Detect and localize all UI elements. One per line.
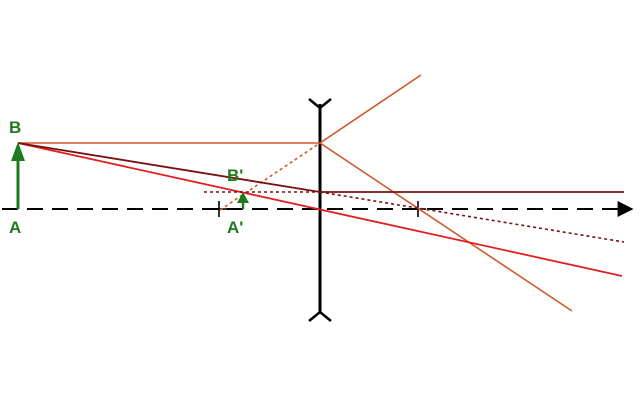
image-arrow [237,192,249,209]
object-arrow [11,142,25,209]
label-A-prime: A' [227,218,243,237]
ray-center [17,142,623,277]
focal-point-object-side [211,201,227,217]
ray-parallel [18,74,422,211]
ray-secondary [319,142,573,312]
ray-focal [17,142,625,243]
label-A: A [9,218,21,237]
label-B: B [9,118,21,137]
label-B-prime: B' [227,166,243,185]
